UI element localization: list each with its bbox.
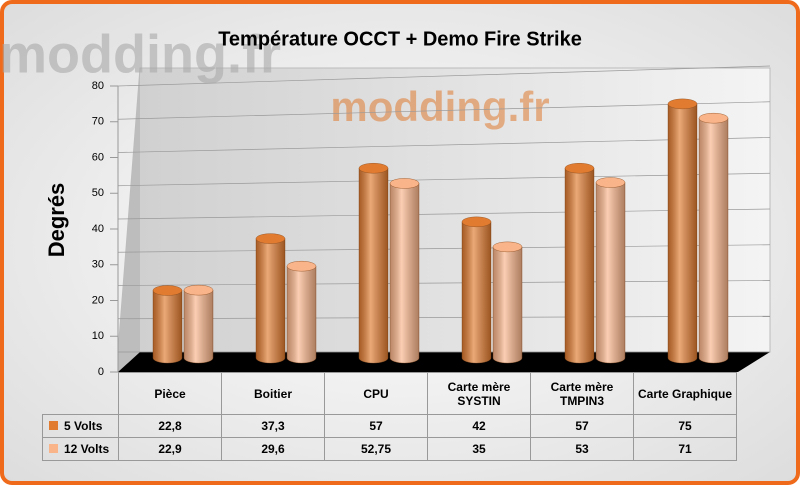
cylinder-top: [492, 241, 523, 253]
value-label: 35: [427, 437, 531, 461]
side-wall: [118, 68, 140, 372]
y-tick-label: 0: [98, 366, 104, 378]
legend-label: 5 Volts: [64, 419, 103, 433]
table-header: Pièce Boitier CPU Carte mère SYSTIN Carte mè…: [43, 372, 737, 415]
cylinder-top: [183, 284, 214, 296]
y-tick-label: 10: [92, 330, 104, 342]
cylinder-shade: [493, 246, 522, 363]
category-label: Pièce: [118, 372, 222, 415]
legend-label: 12 Volts: [64, 442, 110, 456]
cylinder-shade: [390, 183, 419, 363]
watermark: modding.fr: [0, 24, 281, 84]
legend-swatch: [49, 444, 58, 453]
value-label: 22,9: [118, 437, 222, 461]
table-row: 12 Volts 22,9 29,6 52,75 35 53 71: [42, 437, 737, 461]
value-label: 53: [530, 437, 634, 461]
cylinder-top: [389, 178, 420, 189]
cylinder-shade: [256, 238, 285, 363]
grid-line: [117, 65, 771, 87]
cylinder-top: [595, 177, 626, 188]
cylinder-shade: [565, 168, 594, 363]
cylinder-shade: [596, 182, 625, 363]
category-label: CPU: [324, 372, 428, 415]
value-label: 52,75: [324, 437, 428, 461]
category-label: Boitier: [221, 372, 325, 415]
legend-entry: 5 Volts: [42, 414, 119, 438]
chart-title: Température OCCT + Demo Fire Strike: [218, 28, 582, 50]
grid-line: [117, 172, 771, 187]
data-table: Pièce Boitier CPU Carte mère SYSTIN Carte mè…: [42, 372, 737, 461]
cylinder-top: [698, 112, 729, 124]
grid-line: [117, 244, 771, 253]
value-label: 57: [324, 414, 428, 438]
cylinder-shade: [184, 290, 213, 363]
y-tick-label: 40: [92, 223, 104, 235]
category-label: Carte Graphique: [633, 372, 737, 415]
cylinder-shade: [359, 168, 388, 363]
grid-line: [117, 315, 771, 320]
grid-line: [117, 101, 771, 120]
cylinder-top: [667, 98, 698, 110]
cylinder-shade: [699, 118, 728, 363]
cylinder-shade: [668, 103, 697, 363]
grid-line: [117, 280, 771, 286]
cylinder-top: [564, 163, 595, 174]
legend-swatch: [49, 421, 58, 430]
y-axis-label: Degrés: [44, 183, 69, 258]
category-label: Carte mère TMPIN3: [530, 372, 634, 415]
cylinder-shade: [462, 221, 491, 363]
y-tick-label: 50: [92, 187, 104, 199]
y-tick-label: 70: [92, 116, 104, 128]
table-row: 5 Volts 22,8 37,3 57 42 57 75: [42, 414, 737, 438]
value-label: 57: [530, 414, 634, 438]
value-label: 75: [633, 414, 737, 438]
grid-line: [117, 137, 771, 153]
y-tick-label: 30: [92, 259, 104, 271]
y-tick-label: 60: [92, 151, 104, 163]
cylinder-top: [255, 233, 286, 244]
category-label: Carte mère SYSTIN: [427, 372, 531, 415]
cylinder-shade: [287, 266, 316, 363]
cylinder-top: [286, 260, 317, 272]
value-label: 71: [633, 437, 737, 461]
value-label: 29,6: [221, 437, 325, 461]
value-label: 22,8: [118, 414, 222, 438]
value-label: 42: [427, 414, 531, 438]
y-tick-label: 20: [92, 294, 104, 306]
cylinder-shade: [153, 290, 182, 363]
cylinder-top: [461, 216, 492, 228]
cylinder-top: [152, 285, 183, 296]
y-tick-label: 80: [92, 80, 104, 92]
watermark: modding.fr: [330, 83, 549, 130]
corner-cell: [43, 373, 119, 415]
cylinder-top: [358, 163, 389, 174]
grid-line: [117, 208, 771, 220]
value-label: 37,3: [221, 414, 325, 438]
legend-entry: 12 Volts: [42, 437, 119, 461]
